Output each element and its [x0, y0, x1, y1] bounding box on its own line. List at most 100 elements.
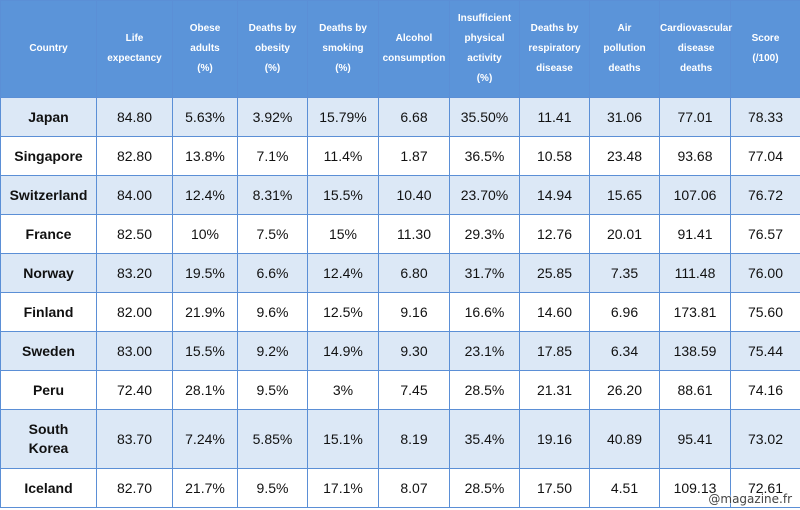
column-header: Deaths by obesity (%) [237, 0, 308, 98]
value-cell: 21.31 [519, 370, 590, 410]
column-header-label: Obese adults (%) [189, 23, 221, 74]
value-cell: 28.5% [449, 370, 520, 410]
value-cell: 8.31% [237, 175, 308, 215]
value-cell: 138.59 [659, 331, 731, 371]
country-cell: Japan [0, 97, 97, 137]
value-cell: 9.6% [237, 292, 308, 332]
value-cell: 72.40 [96, 370, 173, 410]
value-cell: 15% [307, 214, 379, 254]
column-header-label: Deaths by obesity (%) [248, 23, 297, 74]
value-cell: 17.50 [519, 468, 590, 508]
value-cell: 12.76 [519, 214, 590, 254]
value-cell: 35.4% [449, 409, 520, 469]
table-row: Norway 83.20 19.5% 6.6% 12.4% 6.80 31.7% 25.85 7… [0, 253, 800, 293]
value-cell: 3% [307, 370, 379, 410]
value-cell: 23.1% [449, 331, 520, 371]
value-cell: 83.00 [96, 331, 173, 371]
value-cell: 14.9% [307, 331, 379, 371]
value-cell: 73.02 [730, 409, 800, 469]
value-cell: 3.92% [237, 97, 308, 137]
value-cell: 19.5% [172, 253, 238, 293]
value-cell: 82.70 [96, 468, 173, 508]
value-cell: 6.34 [589, 331, 660, 371]
value-cell: 9.5% [237, 370, 308, 410]
value-cell: 12.4% [307, 253, 379, 293]
value-cell: 88.61 [659, 370, 731, 410]
value-cell: 17.1% [307, 468, 379, 508]
value-cell: 12.5% [307, 292, 379, 332]
value-cell: 35.50% [449, 97, 520, 137]
value-cell: 82.80 [96, 136, 173, 176]
country-cell: Singapore [0, 136, 97, 176]
value-cell: 9.16 [378, 292, 450, 332]
value-cell: 76.00 [730, 253, 800, 293]
column-header: Country [0, 0, 97, 98]
header-row: Country Life expectancy Obese adults (%) De… [0, 0, 800, 98]
column-header-label: Deaths by smoking (%) [319, 23, 367, 74]
value-cell: 13.8% [172, 136, 238, 176]
value-cell: 25.85 [519, 253, 590, 293]
table-row: France 82.50 10% 7.5% 15% 11.30 29.3% 12.76 20.0… [0, 214, 800, 254]
value-cell: 11.30 [378, 214, 450, 254]
column-header-label: Alcohol consumption [382, 33, 446, 64]
value-cell: 83.70 [96, 409, 173, 469]
column-header-label: Insufficient physical activity (%) [457, 13, 512, 84]
value-cell: 77.01 [659, 97, 731, 137]
table-row: Finland 82.00 21.9% 9.6% 12.5% 9.16 16.6% 14.60… [0, 292, 800, 332]
value-cell: 173.81 [659, 292, 731, 332]
value-cell: 7.1% [237, 136, 308, 176]
column-header-label: Score (/100) [751, 33, 780, 64]
value-cell: 10.58 [519, 136, 590, 176]
value-cell: 74.16 [730, 370, 800, 410]
value-cell: 84.80 [96, 97, 173, 137]
value-cell: 5.63% [172, 97, 238, 137]
value-cell: 14.60 [519, 292, 590, 332]
column-header-label: Life expectancy [107, 33, 162, 64]
column-header: Obese adults (%) [172, 0, 238, 98]
table-row: South Korea 83.70 7.24% 5.85% 15.1% 8.19 35.4%… [0, 409, 800, 469]
value-cell: 9.30 [378, 331, 450, 371]
value-cell: 95.41 [659, 409, 731, 469]
value-cell: 28.1% [172, 370, 238, 410]
column-header-label: Country [29, 43, 68, 54]
value-cell: 28.5% [449, 468, 520, 508]
value-cell: 82.50 [96, 214, 173, 254]
value-cell: 78.33 [730, 97, 800, 137]
column-header: Score (/100) [730, 0, 800, 98]
value-cell: 15.5% [172, 331, 238, 371]
country-cell: Iceland [0, 468, 97, 508]
column-header: Life expectancy [96, 0, 173, 98]
table-row: Sweden 83.00 15.5% 9.2% 14.9% 9.30 23.1% 17.85 6… [0, 331, 800, 371]
value-cell: 109.13 [659, 468, 731, 508]
value-cell: 36.5% [449, 136, 520, 176]
table-row: Japan 84.80 5.63% 3.92% 15.79% 6.68 35.50% 11.4… [0, 97, 800, 137]
column-header-label: Cardiovascular disease deaths [660, 23, 733, 74]
value-cell: 9.2% [237, 331, 308, 371]
country-cell: South Korea [0, 409, 97, 469]
value-cell: 19.16 [519, 409, 590, 469]
column-header-label: Air pollution deaths [603, 23, 646, 74]
column-header-label: Deaths by respiratory disease [528, 23, 581, 74]
country-cell: Norway [0, 253, 97, 293]
value-cell: 29.3% [449, 214, 520, 254]
value-cell: 7.24% [172, 409, 238, 469]
value-cell: 10% [172, 214, 238, 254]
value-cell: 15.65 [589, 175, 660, 215]
value-cell: 83.20 [96, 253, 173, 293]
value-cell: 15.79% [307, 97, 379, 137]
value-cell: 77.04 [730, 136, 800, 176]
value-cell: 15.5% [307, 175, 379, 215]
column-header: Deaths by smoking (%) [307, 0, 379, 98]
table-row: Switzerland 84.00 12.4% 8.31% 15.5% 10.40 23.7… [0, 175, 800, 215]
column-header: Cardiovascular disease deaths [659, 0, 733, 98]
country-cell: Sweden [0, 331, 97, 371]
value-cell: 7.45 [378, 370, 450, 410]
value-cell: 16.6% [449, 292, 520, 332]
watermark: @magazine.fr [708, 492, 792, 506]
value-cell: 31.06 [589, 97, 660, 137]
value-cell: 76.57 [730, 214, 800, 254]
value-cell: 12.4% [172, 175, 238, 215]
value-cell: 31.7% [449, 253, 520, 293]
value-cell: 40.89 [589, 409, 660, 469]
